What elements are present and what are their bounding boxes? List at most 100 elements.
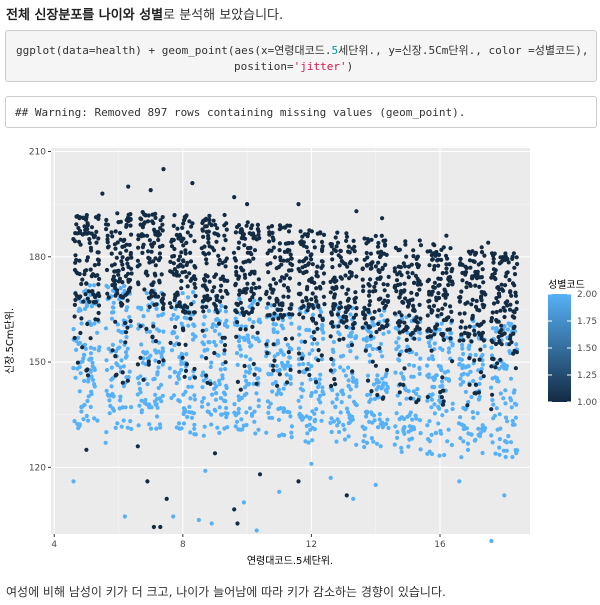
data-point xyxy=(374,380,380,385)
data-point xyxy=(72,314,77,319)
data-point xyxy=(159,272,164,277)
data-point xyxy=(299,305,304,310)
data-point xyxy=(202,333,207,339)
data-point xyxy=(103,326,109,331)
data-points xyxy=(71,167,520,544)
data-point xyxy=(396,357,401,362)
data-point xyxy=(335,312,340,317)
code-token: 세단위., y=신장.5Cm단위., color =성별코드), xyxy=(338,44,589,57)
data-point xyxy=(475,411,480,416)
data-point xyxy=(415,320,420,325)
data-point xyxy=(417,337,422,342)
data-point xyxy=(507,349,512,354)
data-point xyxy=(472,358,477,363)
data-point xyxy=(256,277,261,282)
data-point xyxy=(264,342,269,347)
data-point xyxy=(248,344,253,349)
data-point xyxy=(442,452,447,458)
data-point xyxy=(491,256,496,262)
data-point xyxy=(498,357,503,362)
data-point xyxy=(85,321,90,327)
data-point xyxy=(150,334,155,339)
data-point xyxy=(360,277,365,282)
data-point xyxy=(245,281,250,286)
data-point xyxy=(181,328,186,333)
data-point xyxy=(341,320,346,325)
data-point xyxy=(395,430,400,435)
data-point xyxy=(119,358,124,363)
data-point xyxy=(459,455,464,460)
data-point xyxy=(138,355,143,360)
data-point xyxy=(365,255,370,260)
data-point xyxy=(179,361,184,367)
data-point xyxy=(392,285,397,290)
data-point xyxy=(307,372,312,378)
data-point xyxy=(447,262,452,267)
data-point xyxy=(81,352,87,357)
data-point xyxy=(278,406,283,411)
data-point xyxy=(440,402,445,407)
data-point xyxy=(466,399,471,405)
data-point xyxy=(221,246,226,251)
data-point xyxy=(110,305,115,310)
data-point xyxy=(458,256,463,261)
data-point xyxy=(386,274,391,279)
data-point xyxy=(236,427,241,432)
data-point xyxy=(96,310,101,316)
data-point xyxy=(92,416,97,421)
data-point xyxy=(76,335,81,340)
warning-text: ## Warning: Removed 897 rows containing … xyxy=(15,106,466,119)
data-point xyxy=(489,251,495,256)
data-point xyxy=(271,277,276,282)
data-point xyxy=(403,242,408,247)
data-point xyxy=(314,379,319,385)
data-point xyxy=(426,340,431,345)
data-point xyxy=(503,401,508,406)
data-point xyxy=(513,290,518,295)
data-point xyxy=(458,415,463,420)
data-point xyxy=(473,391,478,396)
data-point xyxy=(329,356,334,362)
data-point xyxy=(157,340,162,345)
data-point xyxy=(494,326,499,331)
data-point xyxy=(493,341,499,347)
data-point xyxy=(105,285,111,290)
data-point xyxy=(347,420,352,425)
data-point xyxy=(118,398,123,403)
data-point xyxy=(494,309,499,315)
data-point xyxy=(346,343,351,348)
data-point xyxy=(277,248,282,253)
output-block[interactable]: ## Warning: Removed 897 rows containing … xyxy=(5,96,597,128)
data-point xyxy=(171,393,177,398)
code-block[interactable]: ggplot(data=health) + geom_point(aes(x=연… xyxy=(5,30,597,82)
data-point xyxy=(489,407,494,412)
data-point xyxy=(81,417,86,422)
data-point xyxy=(183,215,188,220)
data-point xyxy=(468,369,473,374)
data-point xyxy=(273,281,279,286)
data-point xyxy=(436,283,441,288)
data-point xyxy=(394,289,399,294)
data-point xyxy=(204,261,209,266)
data-point xyxy=(217,257,222,263)
data-point xyxy=(181,305,186,310)
data-point xyxy=(349,334,354,339)
data-point xyxy=(304,256,309,261)
data-point xyxy=(255,376,260,381)
data-point xyxy=(113,354,118,359)
data-point xyxy=(110,348,115,353)
data-point xyxy=(141,377,146,382)
data-point xyxy=(446,350,451,355)
data-point xyxy=(430,257,435,262)
data-point xyxy=(86,289,91,294)
data-point xyxy=(89,225,95,230)
data-point xyxy=(367,359,372,364)
data-point xyxy=(146,359,151,364)
data-point xyxy=(429,310,434,315)
data-point xyxy=(297,259,302,264)
data-point xyxy=(463,325,468,330)
data-point xyxy=(411,374,416,379)
data-point xyxy=(169,348,175,353)
data-point xyxy=(173,292,178,297)
data-point xyxy=(202,283,207,288)
